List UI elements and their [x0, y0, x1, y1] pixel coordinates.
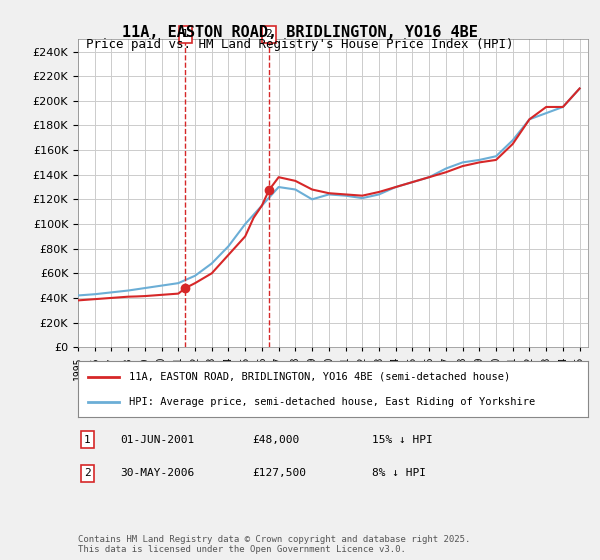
Text: 15% ↓ HPI: 15% ↓ HPI — [372, 435, 433, 445]
Text: Contains HM Land Registry data © Crown copyright and database right 2025.
This d: Contains HM Land Registry data © Crown c… — [78, 535, 470, 554]
Text: 2: 2 — [266, 29, 272, 39]
Text: 11A, EASTON ROAD, BRIDLINGTON, YO16 4BE: 11A, EASTON ROAD, BRIDLINGTON, YO16 4BE — [122, 25, 478, 40]
Text: 01-JUN-2001: 01-JUN-2001 — [120, 435, 194, 445]
Text: 30-MAY-2006: 30-MAY-2006 — [120, 468, 194, 478]
Text: 1: 1 — [182, 29, 189, 39]
Text: 8% ↓ HPI: 8% ↓ HPI — [372, 468, 426, 478]
Text: £48,000: £48,000 — [252, 435, 299, 445]
Text: £127,500: £127,500 — [252, 468, 306, 478]
Text: HPI: Average price, semi-detached house, East Riding of Yorkshire: HPI: Average price, semi-detached house,… — [129, 396, 535, 407]
Text: 1: 1 — [84, 435, 91, 445]
Text: 11A, EASTON ROAD, BRIDLINGTON, YO16 4BE (semi-detached house): 11A, EASTON ROAD, BRIDLINGTON, YO16 4BE … — [129, 372, 510, 382]
Text: 2: 2 — [84, 468, 91, 478]
Text: Price paid vs. HM Land Registry's House Price Index (HPI): Price paid vs. HM Land Registry's House … — [86, 38, 514, 51]
